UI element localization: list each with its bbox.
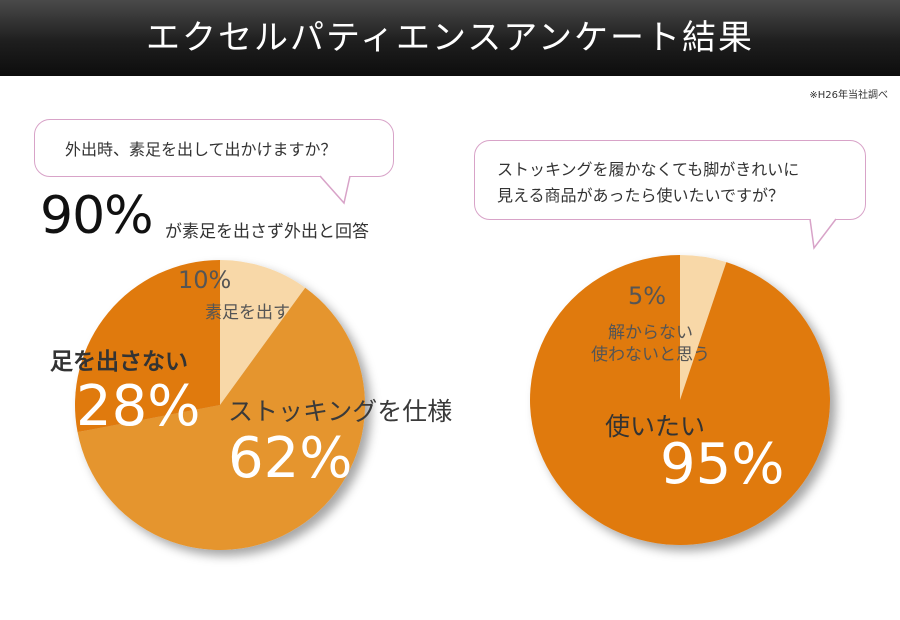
slice-2-value-label: 62% <box>228 426 353 491</box>
pie2-slice-2-name-label: 使いたい <box>605 412 706 441</box>
pie1-slice-3 <box>74 260 220 433</box>
stat-percent: 90% <box>40 186 154 246</box>
page-title: エクセルパティエンスアンケート結果 <box>0 0 900 76</box>
bubble-1-tail <box>319 175 351 205</box>
pie2-slice-1 <box>680 255 727 400</box>
pie2-slice-1-name-line-2: 使わないと思う <box>591 345 710 365</box>
source-note: ※H26年当社調べ <box>809 90 888 101</box>
slice-1-name-label: 素足を出す <box>205 303 290 323</box>
slice-3-value-label: 28% <box>76 374 201 439</box>
question-1-text: 外出時、素足を出して出かけますか？ <box>65 140 337 159</box>
pie2-slice-2 <box>530 255 830 545</box>
slice-3-name-label: 足を出さない <box>50 349 188 375</box>
question-2-line-2: 見える商品があったら使いたいですが？ <box>497 186 785 205</box>
pie2-slice-2-value-label: 95% <box>660 432 785 497</box>
pie2-slice-1-value-label: 5% <box>628 282 667 310</box>
question-2-line-1: ストッキングを履かなくても脚がきれいに <box>497 160 800 179</box>
slice-2-name-label: ストッキングを仕様 <box>228 397 453 426</box>
bubble-2-tail <box>809 218 837 250</box>
question-bubble-1: 外出時、素足を出して出かけますか？ <box>34 119 394 177</box>
question-bubble-2: ストッキングを履かなくても脚がきれいに 見える商品があったら使いたいですが？ <box>474 140 866 220</box>
pie1-slice-1 <box>220 260 306 405</box>
pie2-slice-1-name-label: 解からない 使わないと思う <box>591 322 710 366</box>
pie1-slice-2 <box>77 287 365 550</box>
stat-description: が素足を出さず外出と回答 <box>165 222 369 242</box>
pie-chart-1 <box>74 260 365 550</box>
pie2-slice-1-name-line-1: 解からない <box>608 323 693 343</box>
slice-1-value-label: 10% <box>178 266 232 294</box>
pie-chart-2 <box>530 255 830 545</box>
